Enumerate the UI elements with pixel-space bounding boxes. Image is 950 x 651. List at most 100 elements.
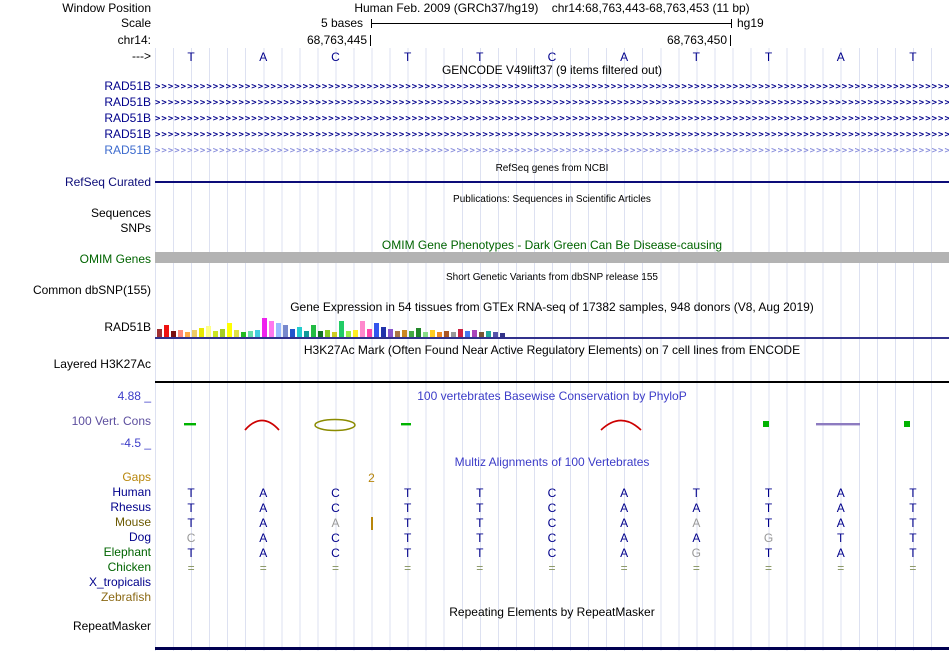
gtex-tissue-bar (374, 323, 379, 337)
gtex-tissue-bar (493, 332, 498, 337)
mouse-base: A (331, 516, 340, 530)
reference-base: A (620, 50, 629, 64)
h3k27ac-baseline[interactable] (155, 381, 949, 383)
gene-transcript-item[interactable]: >>>>>>>>>>>>>>>>>>>>>>>>>>>>>>>>>>>>>>>>… (155, 114, 949, 124)
phylop-conservation-plot[interactable] (155, 408, 949, 444)
reference-base: T (476, 50, 484, 64)
gtex-tissue-bar (451, 332, 456, 337)
gtex-tissue-bar (269, 321, 274, 337)
gene-transcript-item[interactable]: >>>>>>>>>>>>>>>>>>>>>>>>>>>>>>>>>>>>>>>>… (155, 82, 949, 92)
dog-base: A (692, 531, 701, 545)
dog-base: G (763, 531, 774, 545)
gtex-tissue-bar (248, 331, 253, 337)
reference-base: C (547, 50, 557, 64)
gtex-tissue-bar (381, 327, 386, 337)
mouse-base: A (836, 516, 845, 530)
species-label-rhesus: Rhesus (110, 500, 151, 514)
chicken-base: = (909, 561, 917, 575)
dbsnp-track-title: Short Genetic Variants from dbSNP releas… (446, 272, 658, 283)
elephant-base: T (403, 546, 412, 560)
conservation-mark-arc (244, 419, 280, 431)
elephant-base: C (331, 546, 340, 560)
conservation-mark-square (904, 421, 910, 427)
elephant-base: C (547, 546, 557, 560)
dog-base: T (476, 531, 484, 545)
conservation-mark-dash (184, 423, 196, 426)
gtex-tissue-bar (241, 332, 246, 337)
alignment-row-x_tropicalis[interactable] (155, 576, 949, 591)
gtex-track-title: Gene Expression in 54 tissues from GTEx … (290, 300, 814, 314)
elephant-base: T (764, 546, 773, 560)
gene-transcript-item[interactable]: >>>>>>>>>>>>>>>>>>>>>>>>>>>>>>>>>>>>>>>>… (155, 98, 949, 108)
snps-track-label: SNPs (120, 221, 151, 235)
scale-value: 5 bases (320, 16, 363, 30)
gtex-tissue-bar (402, 330, 407, 337)
rhesus-base: C (547, 501, 557, 515)
gtex-tissue-bar (255, 330, 260, 337)
gtex-tissue-bar (367, 329, 372, 337)
gene-transcript-item[interactable]: >>>>>>>>>>>>>>>>>>>>>>>>>>>>>>>>>>>>>>>>… (155, 130, 949, 140)
mouse-base: T (476, 516, 484, 530)
grid-lines (155, 48, 949, 651)
rhesus-base: T (403, 501, 412, 515)
dog-base: T (837, 531, 845, 545)
omim-genes-bar[interactable] (155, 252, 949, 263)
rhesus-base: T (187, 501, 195, 515)
gtex-tissue-bar (192, 330, 197, 337)
gene-label: RAD51B (104, 95, 151, 109)
gtex-tissue-bar (297, 327, 302, 337)
gtex-tissue-bar (234, 330, 239, 337)
reference-base: T (403, 50, 412, 64)
scale-bar-right-tick (731, 19, 732, 28)
gtex-tissue-bar (276, 323, 281, 337)
species-label-human: Human (112, 485, 151, 499)
gtex-expression-bars[interactable] (155, 316, 949, 337)
mouse-base: A (620, 516, 629, 530)
phylop-axis-max: 4.88 _ (117, 389, 151, 403)
gene-transcript-item[interactable]: >>>>>>>>>>>>>>>>>>>>>>>>>>>>>>>>>>>>>>>>… (155, 146, 949, 156)
chicken-base: = (620, 561, 628, 575)
human-base: T (403, 486, 412, 500)
human-base: T (909, 486, 917, 500)
publications-track-title: Publications: Sequences in Scientific Ar… (453, 194, 651, 205)
reference-base: C (331, 50, 340, 64)
dog-base: C (547, 531, 557, 545)
scale-bar-left-tick (371, 19, 372, 28)
gtex-tissue-bar (472, 330, 477, 337)
conservation-mark-line (816, 423, 860, 426)
coordinate-left-tick (370, 35, 371, 46)
refseq-curated-label: RefSeq Curated (64, 175, 151, 189)
alignment-row-chicken[interactable]: = = = = = = = = = = = (155, 561, 949, 576)
repeatmasker-track-label: RepeatMasker (72, 619, 151, 633)
gtex-tissue-bar (318, 331, 323, 337)
gtex-tissue-bar (346, 331, 351, 337)
repeatmasker-baseline[interactable] (155, 647, 949, 650)
gtex-tissue-bar (479, 332, 484, 337)
gtex-tissue-bar (409, 331, 414, 337)
gtex-tissue-bar (171, 331, 176, 337)
alignment-row-zebrafish[interactable] (155, 591, 949, 606)
gtex-tissue-bar (423, 332, 428, 337)
dog-base: C (186, 531, 196, 545)
refseq-gene-bar[interactable] (155, 181, 949, 183)
chicken-base: = (259, 561, 267, 575)
gaps-row-label: Gaps (122, 470, 151, 484)
gene-label: RAD51B (104, 79, 151, 93)
h3k27ac-track-title: H3K27Ac Mark (Often Found Near Active Re… (303, 343, 801, 357)
gtex-tissue-bar (325, 330, 330, 337)
window-position-label: Window Position (62, 1, 151, 15)
human-base: T (187, 486, 195, 500)
elephant-base: A (620, 546, 629, 560)
insertion-bar (370, 517, 373, 530)
chicken-base: = (765, 561, 773, 575)
dog-base: T (403, 531, 412, 545)
sequences-track-label: Sequences (90, 206, 151, 220)
reference-base: T (187, 50, 195, 64)
gencode-track-title: GENCODE V49lift37 (9 items filtered out) (441, 63, 663, 77)
